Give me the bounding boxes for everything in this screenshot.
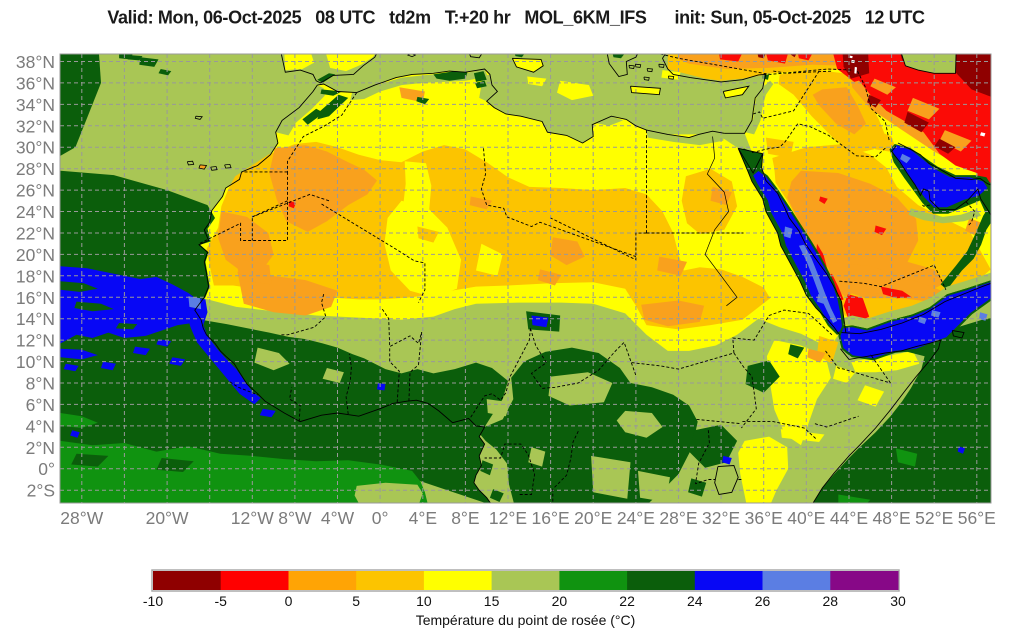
svg-text:2°N: 2°N bbox=[26, 438, 55, 458]
svg-text:24: 24 bbox=[687, 593, 703, 609]
svg-text:22°N: 22°N bbox=[16, 224, 55, 244]
svg-text:34°N: 34°N bbox=[16, 95, 55, 115]
svg-text:40°E: 40°E bbox=[787, 508, 825, 528]
svg-text:28°W: 28°W bbox=[60, 508, 103, 528]
svg-text:0°: 0° bbox=[372, 508, 389, 528]
svg-text:10: 10 bbox=[416, 593, 432, 609]
svg-text:12°W: 12°W bbox=[231, 508, 274, 528]
svg-text:32°E: 32°E bbox=[702, 508, 740, 528]
svg-text:20: 20 bbox=[552, 593, 568, 609]
svg-text:28°E: 28°E bbox=[659, 508, 697, 528]
svg-text:44°E: 44°E bbox=[830, 508, 868, 528]
svg-text:6°N: 6°N bbox=[26, 395, 55, 415]
svg-text:36°N: 36°N bbox=[16, 73, 55, 93]
svg-text:4°N: 4°N bbox=[26, 416, 55, 436]
svg-text:22: 22 bbox=[619, 593, 635, 609]
svg-text:20°W: 20°W bbox=[146, 508, 189, 528]
svg-text:28: 28 bbox=[823, 593, 839, 609]
svg-text:0: 0 bbox=[285, 593, 293, 609]
svg-text:4°W: 4°W bbox=[321, 508, 355, 528]
svg-text:28°N: 28°N bbox=[16, 159, 55, 179]
svg-text:52°E: 52°E bbox=[915, 508, 953, 528]
svg-text:15: 15 bbox=[484, 593, 500, 609]
svg-text:24°E: 24°E bbox=[617, 508, 655, 528]
svg-text:-5: -5 bbox=[214, 593, 227, 609]
svg-text:16°E: 16°E bbox=[532, 508, 570, 528]
svg-text:0°: 0° bbox=[38, 459, 55, 479]
svg-text:38°N: 38°N bbox=[16, 52, 55, 72]
svg-text:10°N: 10°N bbox=[16, 352, 55, 372]
svg-text:Température du point de rosée: Température du point de rosée (°C) bbox=[416, 612, 636, 628]
svg-text:18°N: 18°N bbox=[16, 266, 55, 286]
svg-text:5: 5 bbox=[352, 593, 360, 609]
svg-text:30°N: 30°N bbox=[16, 138, 55, 158]
svg-text:36°E: 36°E bbox=[745, 508, 783, 528]
svg-text:8°W: 8°W bbox=[278, 508, 312, 528]
svg-text:26: 26 bbox=[755, 593, 771, 609]
svg-text:24°N: 24°N bbox=[16, 202, 55, 222]
svg-text:Valid: Mon, 06-Oct-2025 08 U: Valid: Mon, 06-Oct-2025 08 UTC td2m T:+2… bbox=[107, 8, 925, 28]
svg-text:8°N: 8°N bbox=[26, 374, 55, 394]
svg-text:8°E: 8°E bbox=[451, 508, 479, 528]
svg-text:48°E: 48°E bbox=[873, 508, 911, 528]
svg-text:20°E: 20°E bbox=[574, 508, 612, 528]
svg-text:16°N: 16°N bbox=[16, 288, 55, 308]
svg-text:32°N: 32°N bbox=[16, 116, 55, 136]
svg-text:14°N: 14°N bbox=[16, 309, 55, 329]
svg-text:-10: -10 bbox=[143, 593, 163, 609]
svg-text:4°E: 4°E bbox=[409, 508, 437, 528]
svg-text:12°E: 12°E bbox=[489, 508, 527, 528]
svg-text:12°N: 12°N bbox=[16, 331, 55, 351]
svg-text:20°N: 20°N bbox=[16, 245, 55, 265]
svg-text:26°N: 26°N bbox=[16, 181, 55, 201]
svg-text:56°E: 56°E bbox=[958, 508, 996, 528]
svg-text:30: 30 bbox=[890, 593, 906, 609]
svg-text:2°S: 2°S bbox=[27, 481, 55, 501]
